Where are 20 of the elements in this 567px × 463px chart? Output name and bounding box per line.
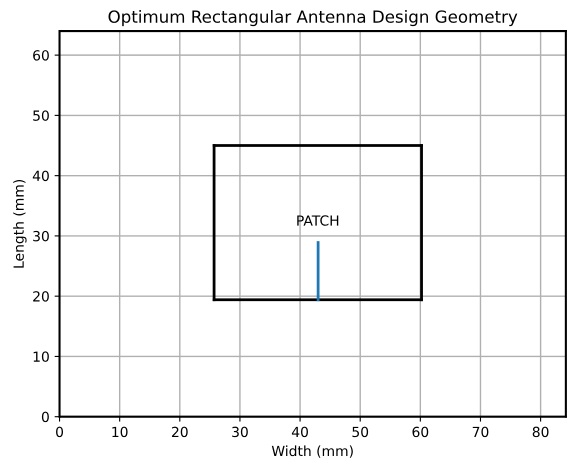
x-tick-label: 60 [412,426,428,438]
y-tick-label: 40 [32,170,49,182]
x-tick-label: 0 [56,426,64,438]
y-tick-label: 50 [33,110,49,121]
y-tick-label: 30 [33,230,49,242]
x-tick-label: 10 [112,426,128,438]
chart-title: Optimum Rectangular Antenna Design Geometry [108,10,518,26]
x-tick-label: 70 [472,426,488,438]
y-tick-label: 0 [42,412,49,422]
x-tick-label: 50 [352,426,368,438]
x-axis-title: Width (mm) [272,445,353,458]
x-tick-label: 80 [532,426,549,438]
x-tick-label: 20 [172,426,188,438]
y-axis-title: Length (mm) [13,180,27,268]
y-tick-label: 20 [33,291,49,302]
annotation: PATCH [297,215,338,226]
y-tick-label: 10 [34,351,49,362]
x-tick-label: 40 [292,426,308,438]
y-tick-label: 60 [33,50,49,61]
x-tick-label: 30 [232,426,248,438]
